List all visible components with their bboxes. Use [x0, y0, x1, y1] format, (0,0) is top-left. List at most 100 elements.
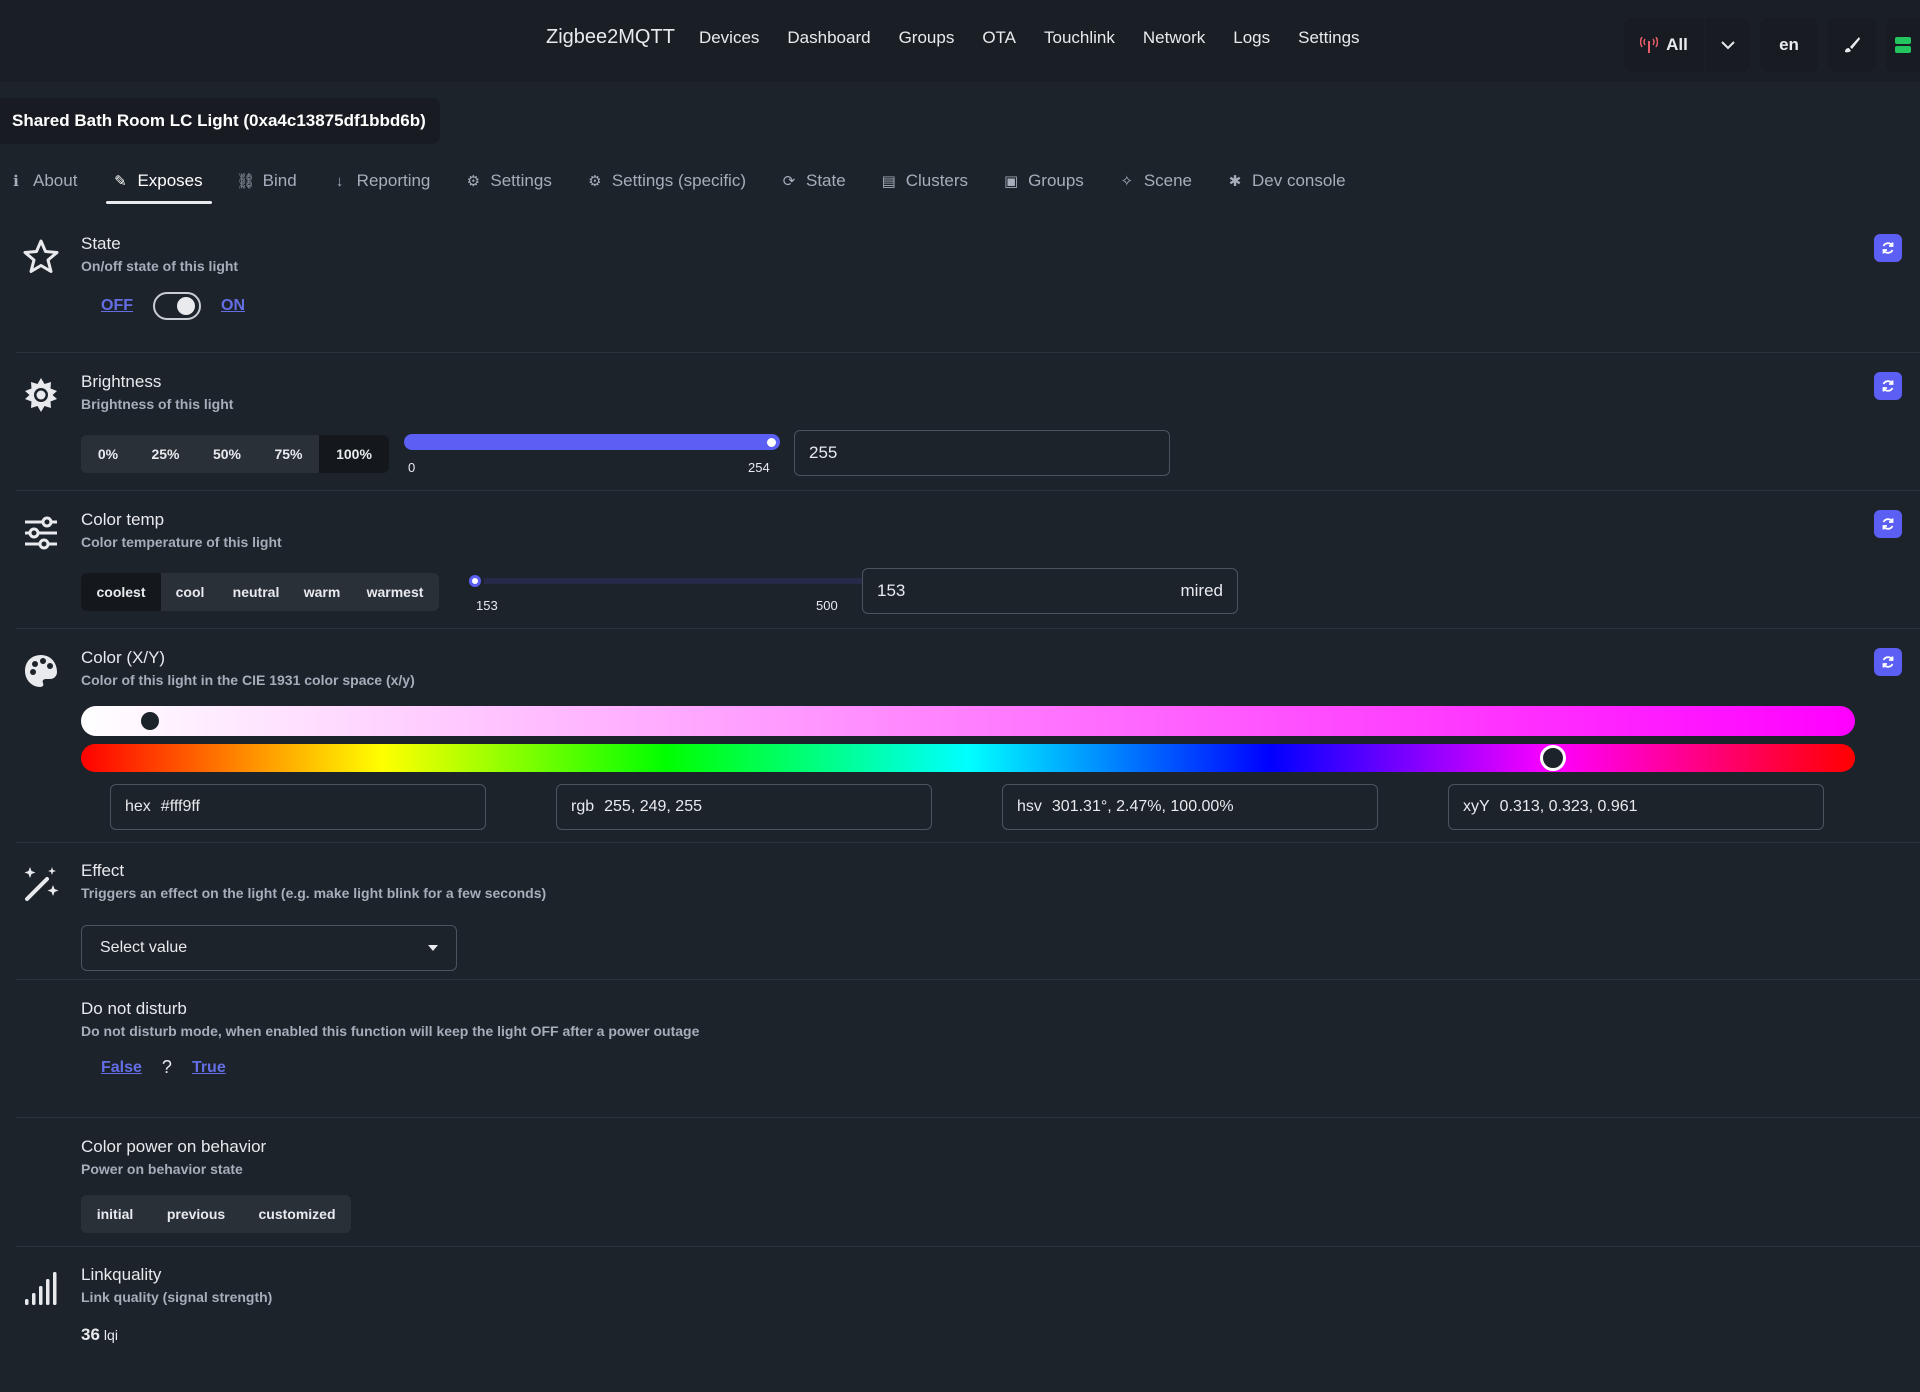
do-not-disturb-description: Do not disturb mode, when enabled this f…: [81, 1023, 700, 1039]
tab-settings-specific[interactable]: ⚙ Settings (specific): [579, 162, 753, 200]
color-temp-preset-cool[interactable]: cool: [175, 584, 205, 600]
color-temp-refresh-button[interactable]: [1874, 510, 1902, 538]
effect-select[interactable]: Select value: [81, 925, 457, 971]
nav-link-settings[interactable]: Settings: [1298, 27, 1360, 47]
filter-dropdown-button[interactable]: [1706, 18, 1750, 72]
brightness-title: Brightness: [81, 372, 162, 391]
color-xy-section: Color (X/Y) Color of this light in the C…: [16, 638, 1920, 843]
linkquality-readout: 36 lqi: [81, 1325, 118, 1345]
linkquality-description: Link quality (signal strength): [81, 1289, 273, 1305]
saturation-thumb[interactable]: [140, 712, 159, 730]
tab-state[interactable]: ⟳ State: [773, 162, 853, 200]
tab-reporting[interactable]: ↓ Reporting: [324, 162, 438, 200]
tab-about[interactable]: ℹ About: [0, 162, 84, 200]
nav-link-groups[interactable]: Groups: [898, 27, 955, 47]
dnd-unknown-indicator[interactable]: ?: [161, 1057, 172, 1077]
info-icon: ℹ: [13, 173, 19, 190]
document-icon: ▤: [881, 173, 896, 190]
dnd-false-button[interactable]: False: [101, 1058, 142, 1076]
tab-scene[interactable]: ✧ Scene: [1111, 162, 1199, 200]
refresh-icon: [1882, 518, 1894, 530]
filter-label: All: [1666, 35, 1688, 54]
nav-link-touchlink[interactable]: Touchlink: [1044, 27, 1115, 47]
dnd-true-button[interactable]: True: [191, 1058, 226, 1076]
hue-slider[interactable]: [81, 744, 1855, 772]
tab-exposes[interactable]: ✎ Exposes: [104, 162, 212, 204]
hex-field[interactable]: hex #fff9ff: [110, 784, 486, 830]
tab-settings[interactable]: ⚙ Settings: [457, 162, 558, 200]
palette-icon: [25, 655, 57, 687]
linkquality-value: 36: [81, 1325, 100, 1344]
chevron-down-icon: [1721, 41, 1735, 50]
do-not-disturb-section: Do not disturb Do not disturb mode, when…: [16, 989, 1920, 1118]
state-section: State On/off state of this light OFF ON: [16, 224, 1920, 353]
tab-groups[interactable]: ▣ Groups: [995, 162, 1091, 200]
effect-title: Effect: [81, 861, 125, 880]
brightness-slider-thumb[interactable]: [767, 438, 776, 447]
brightness-refresh-button[interactable]: [1874, 372, 1902, 400]
tab-label: Settings: [490, 171, 552, 190]
language-button[interactable]: en: [1760, 18, 1818, 72]
brightness-input[interactable]: 255: [794, 430, 1170, 476]
transmitter-filter-button[interactable]: All: [1624, 18, 1704, 72]
server-status-button[interactable]: [1886, 18, 1920, 72]
state-on-button[interactable]: ON: [221, 297, 245, 314]
tab-label: Groups: [1028, 171, 1084, 190]
star-icon: [23, 239, 59, 273]
tab-label: Bind: [262, 171, 297, 190]
state-refresh-button[interactable]: [1874, 234, 1902, 262]
power-on-option-initial[interactable]: initial: [96, 1206, 134, 1222]
brightness-min-label: 0: [408, 460, 416, 475]
state-toggle[interactable]: [153, 292, 201, 320]
nav-link-network[interactable]: Network: [1142, 27, 1206, 47]
nav-right-controls: All en: [1614, 18, 1920, 72]
brightness-preset-50[interactable]: 50%: [212, 446, 242, 462]
rgb-field[interactable]: rgb 255, 249, 255: [556, 784, 932, 830]
brightness-slider[interactable]: [404, 434, 780, 450]
nav-link-ota[interactable]: OTA: [982, 27, 1017, 47]
hsv-label: hsv: [1017, 798, 1042, 815]
tab-clusters[interactable]: ▤ Clusters: [873, 162, 975, 200]
theme-button[interactable]: [1828, 18, 1876, 72]
nav-link-logs[interactable]: Logs: [1233, 27, 1271, 47]
power-on-option-customized[interactable]: customized: [258, 1206, 336, 1222]
color-temp-preset-warmest[interactable]: warmest: [366, 584, 424, 600]
color-temp-slider[interactable]: [466, 572, 864, 590]
brightness-preset-25[interactable]: 25%: [151, 446, 180, 462]
xyy-field[interactable]: xyY 0.313, 0.323, 0.961: [1448, 784, 1824, 830]
brightness-preset-75[interactable]: 75%: [274, 446, 303, 462]
signal-icon: [25, 1272, 57, 1305]
brightness-preset-0[interactable]: 0%: [97, 446, 119, 462]
power-on-option-previous[interactable]: previous: [166, 1206, 226, 1222]
device-title: Shared Bath Room LC Light (0xa4c13875df1…: [0, 98, 440, 144]
saturation-slider[interactable]: [81, 706, 1855, 736]
brightness-preset-100[interactable]: 100%: [319, 435, 389, 473]
color-temp-input[interactable]: 153 mired: [862, 568, 1238, 614]
color-temp-preset-warm[interactable]: warm: [303, 584, 341, 600]
hsv-field[interactable]: hsv 301.31°, 2.47%, 100.00%: [1002, 784, 1378, 830]
color-power-on-options: initial previous customized: [81, 1195, 351, 1233]
xyy-value: 0.313, 0.323, 0.961: [1499, 798, 1638, 815]
linkquality-title: Linkquality: [81, 1265, 162, 1284]
color-temp-title: Color temp: [81, 510, 165, 529]
tab-dev-console[interactable]: ✱ Dev console: [1219, 162, 1353, 200]
device-tabs: ℹ About ✎ Exposes ⛓ Bind ↓ Reporting ⚙ Settin…: [0, 162, 1373, 204]
hue-thumb[interactable]: [1540, 745, 1567, 771]
nav-link-dashboard[interactable]: Dashboard: [787, 27, 871, 47]
brightness-presets: 0% 25% 50% 75% 100%: [81, 435, 389, 473]
brand-link[interactable]: Zigbee2MQTT: [546, 26, 675, 48]
color-xy-refresh-button[interactable]: [1874, 648, 1902, 676]
linkquality-unit: lqi: [103, 1327, 118, 1343]
tab-bind[interactable]: ⛓ Bind: [230, 162, 304, 200]
color-temp-slider-thumb[interactable]: [466, 572, 484, 590]
tab-label: Dev console: [1252, 171, 1346, 190]
pencil-icon: ✎: [114, 173, 127, 190]
object-group-icon: ▣: [1003, 173, 1019, 190]
refresh-icon: [1882, 380, 1894, 392]
color-temp-preset-neutral[interactable]: neutral: [232, 584, 280, 600]
state-off-button[interactable]: OFF: [101, 297, 133, 314]
hex-label: hex: [125, 798, 151, 815]
hex-value: #fff9ff: [160, 798, 200, 815]
nav-link-devices[interactable]: Devices: [698, 27, 760, 47]
color-temp-preset-coolest[interactable]: coolest: [81, 573, 161, 611]
